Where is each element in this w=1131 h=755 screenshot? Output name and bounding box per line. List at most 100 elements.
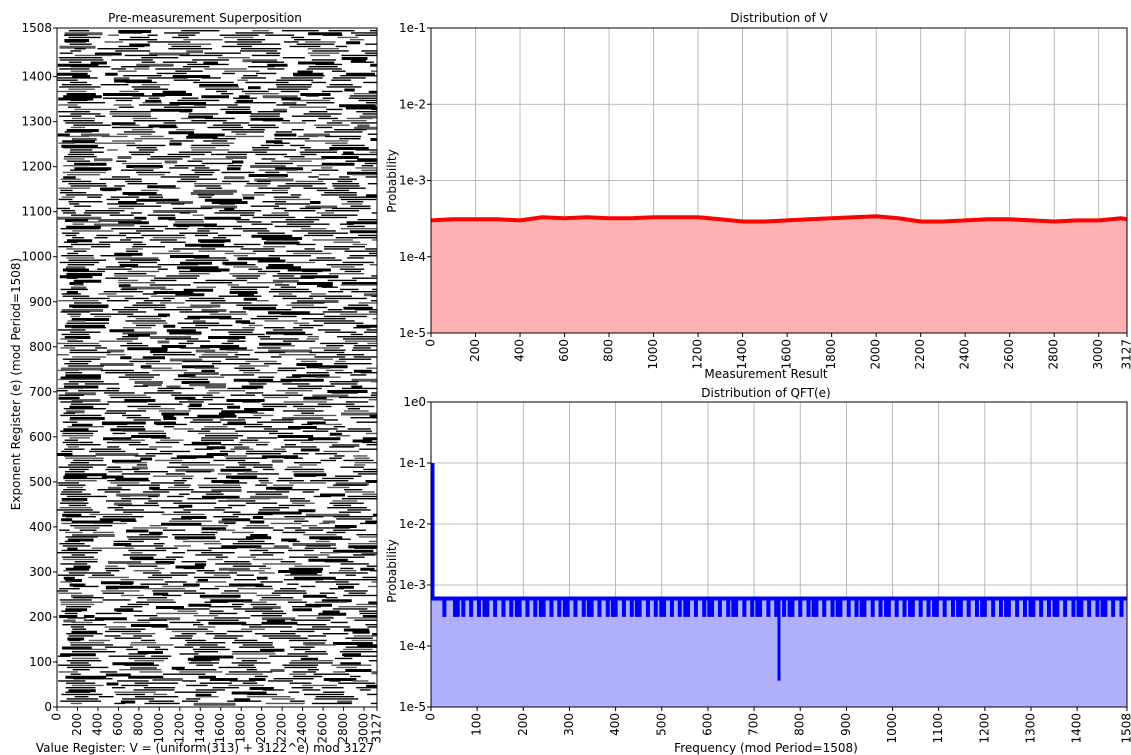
superposition-dash <box>265 171 280 174</box>
superposition-dash <box>67 320 86 322</box>
superposition-dash <box>99 340 133 342</box>
superposition-dash <box>117 201 137 204</box>
superposition-dash <box>128 538 160 540</box>
superposition-dash <box>63 165 89 167</box>
superposition-dash <box>338 176 350 178</box>
superposition-dash <box>156 612 199 615</box>
superposition-dash <box>301 525 318 527</box>
superposition-dash <box>128 549 167 552</box>
x-tick-label: 2600 <box>316 713 330 744</box>
superposition-dash <box>250 126 279 129</box>
superposition-dash <box>72 597 104 599</box>
superposition-dash <box>280 313 325 315</box>
superposition-dash <box>344 270 362 273</box>
superposition-dash <box>225 252 256 255</box>
superposition-dash <box>284 579 324 581</box>
superposition-dash <box>296 300 339 303</box>
superposition-dash <box>170 457 197 459</box>
superposition-dash <box>324 331 357 333</box>
superposition-dash <box>289 673 307 675</box>
superposition-dash <box>227 421 247 425</box>
superposition-dash <box>337 180 353 183</box>
superposition-dash <box>343 151 354 155</box>
superposition-dash <box>309 347 340 349</box>
superposition-dash <box>261 403 304 405</box>
superposition-dash <box>58 57 103 59</box>
superposition-dash <box>136 171 171 174</box>
superposition-dash <box>111 228 155 230</box>
superposition-dash <box>58 300 99 302</box>
superposition-dash <box>229 291 258 294</box>
superposition-dash <box>333 241 361 243</box>
superposition-dash <box>153 693 168 696</box>
superposition-dash <box>214 585 245 588</box>
superposition-dash <box>265 239 298 241</box>
superposition-dash <box>114 185 126 187</box>
superposition-dash <box>155 561 175 564</box>
superposition-dash <box>332 500 358 502</box>
superposition-dash <box>321 162 355 166</box>
superposition-dash <box>370 63 377 67</box>
superposition-dash <box>62 295 90 297</box>
superposition-dash <box>224 264 256 266</box>
superposition-dash <box>234 446 250 450</box>
superposition-dash <box>169 140 194 142</box>
superposition-dash <box>371 275 377 277</box>
superposition-dash <box>67 313 81 315</box>
superposition-dash <box>225 457 268 459</box>
superposition-dash <box>356 687 377 689</box>
superposition-dash <box>177 374 196 378</box>
superposition-dash <box>303 594 327 598</box>
superposition-dash <box>227 405 241 409</box>
superposition-dash <box>134 660 164 662</box>
superposition-dash <box>68 572 112 574</box>
superposition-dash <box>58 198 73 201</box>
superposition-dash <box>152 369 188 372</box>
superposition-dash <box>191 149 230 151</box>
superposition-dash <box>282 122 306 124</box>
superposition-dash <box>59 86 101 88</box>
y-tick-label: 1e-5 <box>399 326 426 340</box>
superposition-dash <box>63 158 85 160</box>
superposition-dash <box>293 576 336 580</box>
superposition-dash <box>271 221 314 223</box>
superposition-dash <box>312 50 349 52</box>
superposition-dash <box>308 558 348 562</box>
superposition-dash <box>341 282 377 285</box>
superposition-dash <box>306 545 331 547</box>
superposition-dash <box>341 387 377 390</box>
superposition-dash <box>369 264 377 266</box>
superposition-dash <box>168 250 181 252</box>
superposition-dash <box>322 477 354 480</box>
x-tick-label: 2400 <box>295 713 309 744</box>
superposition-dash <box>63 412 76 414</box>
superposition-dash <box>111 126 154 129</box>
superposition-dash <box>69 419 100 421</box>
superposition-dash <box>73 459 104 462</box>
superposition-dash <box>183 567 205 570</box>
superposition-dash <box>324 192 357 194</box>
superposition-dash <box>59 52 73 54</box>
superposition-dash <box>61 610 82 612</box>
superposition-dash <box>127 333 151 337</box>
superposition-dash <box>90 448 122 450</box>
superposition-dash <box>194 234 208 237</box>
superposition-dash <box>203 140 228 142</box>
superposition-dash <box>208 606 242 608</box>
superposition-dash <box>70 81 87 84</box>
superposition-dash <box>69 351 111 354</box>
superposition-dash <box>237 473 280 475</box>
superposition-dash <box>70 644 114 646</box>
superposition-dash <box>326 86 362 88</box>
superposition-dash <box>338 606 377 608</box>
superposition-dash <box>155 606 184 609</box>
superposition-dash <box>228 684 265 687</box>
superposition-dash <box>61 309 104 312</box>
superposition-dash <box>133 167 160 169</box>
superposition-dash <box>282 297 313 300</box>
superposition-dash <box>154 309 193 311</box>
superposition-dash <box>87 196 102 198</box>
superposition-dash <box>359 115 377 119</box>
superposition-dash <box>122 554 157 556</box>
superposition-dash <box>93 522 127 525</box>
